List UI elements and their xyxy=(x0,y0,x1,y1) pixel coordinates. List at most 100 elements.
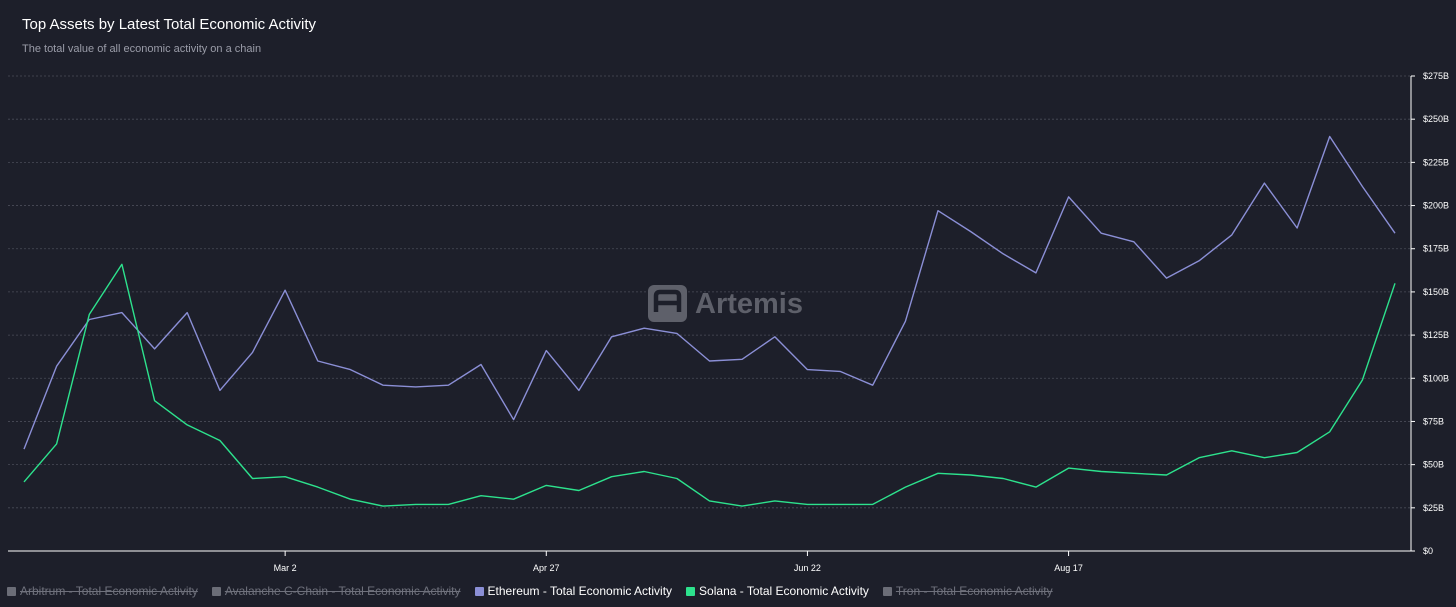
solana-data-point[interactable] xyxy=(1131,471,1136,476)
legend-label: Ethereum - Total Economic Activity xyxy=(487,584,673,598)
ethereum-data-point[interactable] xyxy=(707,359,712,364)
solana-data-point[interactable] xyxy=(119,262,124,267)
solana-data-point[interactable] xyxy=(805,502,810,507)
ethereum-data-point[interactable] xyxy=(22,447,27,452)
ethereum-data-point[interactable] xyxy=(642,326,647,331)
ethereum-data-point[interactable] xyxy=(479,362,484,367)
ethereum-data-point[interactable] xyxy=(1262,181,1267,186)
ethereum-data-point[interactable] xyxy=(740,357,745,362)
legend-swatch xyxy=(686,586,696,596)
solana-data-point[interactable] xyxy=(479,493,484,498)
ethereum-data-point[interactable] xyxy=(250,350,255,355)
solana-data-point[interactable] xyxy=(1033,485,1038,490)
solana-data-point[interactable] xyxy=(1327,429,1332,434)
solana-data-point[interactable] xyxy=(446,502,451,507)
ethereum-data-point[interactable] xyxy=(1327,134,1332,139)
solana-data-point[interactable] xyxy=(1295,450,1300,455)
solana-data-point[interactable] xyxy=(1197,455,1202,460)
ethereum-data-point[interactable] xyxy=(348,367,353,372)
solana-data-point[interactable] xyxy=(740,504,745,509)
legend-item[interactable]: Solana - Total Economic Activity xyxy=(686,584,869,598)
ethereum-data-point[interactable] xyxy=(1360,184,1365,189)
legend-label: Avalanche C-Chain - Total Economic Activ… xyxy=(224,584,461,598)
solana-data-point[interactable] xyxy=(1393,281,1398,286)
solana-series-line[interactable] xyxy=(23,263,1396,507)
solana-data-point[interactable] xyxy=(1066,466,1071,471)
solana-data-point[interactable] xyxy=(315,485,320,490)
ethereum-data-point[interactable] xyxy=(1033,270,1038,275)
x-tick-label: Mar 2 xyxy=(274,563,297,573)
ethereum-data-point[interactable] xyxy=(119,310,124,315)
solana-data-point[interactable] xyxy=(413,502,418,507)
legend-item[interactable]: Ethereum - Total Economic Activity xyxy=(474,584,673,598)
solana-data-point[interactable] xyxy=(511,497,516,502)
ethereum-data-point[interactable] xyxy=(544,348,549,353)
ethereum-data-point[interactable] xyxy=(54,364,59,369)
solana-data-point[interactable] xyxy=(544,483,549,488)
solana-data-point[interactable] xyxy=(185,422,190,427)
solana-data-point[interactable] xyxy=(1001,476,1006,481)
solana-data-point[interactable] xyxy=(217,438,222,443)
ethereum-data-point[interactable] xyxy=(1229,232,1234,237)
ethereum-data-point[interactable] xyxy=(1295,226,1300,231)
ethereum-data-point[interactable] xyxy=(838,369,843,374)
solana-data-point[interactable] xyxy=(838,502,843,507)
solana-data-point[interactable] xyxy=(576,488,581,493)
ethereum-data-point[interactable] xyxy=(674,331,679,336)
ethereum-data-point[interactable] xyxy=(413,384,418,389)
solana-data-point[interactable] xyxy=(1360,378,1365,383)
ethereum-data-point[interactable] xyxy=(1197,258,1202,263)
solana-data-point[interactable] xyxy=(1164,473,1169,478)
ethereum-data-point[interactable] xyxy=(511,417,516,422)
legend-item[interactable]: Arbitrum - Total Economic Activity xyxy=(7,584,198,598)
ethereum-data-point[interactable] xyxy=(968,229,973,234)
legend-swatch xyxy=(882,586,892,596)
solana-data-point[interactable] xyxy=(1099,469,1104,474)
solana-data-point[interactable] xyxy=(283,474,288,479)
legend-item[interactable]: Avalanche C-Chain - Total Economic Activ… xyxy=(211,584,461,598)
legend-item[interactable]: Tron - Total Economic Activity xyxy=(882,584,1053,598)
solana-data-point[interactable] xyxy=(642,469,647,474)
ethereum-data-point[interactable] xyxy=(152,346,157,351)
solana-data-point[interactable] xyxy=(707,498,712,503)
solana-data-point[interactable] xyxy=(22,479,27,484)
ethereum-data-point[interactable] xyxy=(1164,276,1169,281)
solana-data-point[interactable] xyxy=(772,498,777,503)
ethereum-data-point[interactable] xyxy=(315,359,320,364)
ethereum-data-point[interactable] xyxy=(1066,194,1071,199)
solana-data-point[interactable] xyxy=(903,485,908,490)
ethereum-data-point[interactable] xyxy=(772,334,777,339)
ethereum-data-point[interactable] xyxy=(217,388,222,393)
ethereum-data-point[interactable] xyxy=(870,383,875,388)
ethereum-data-point[interactable] xyxy=(576,388,581,393)
ethereum-data-point[interactable] xyxy=(1393,231,1398,236)
solana-data-point[interactable] xyxy=(674,476,679,481)
ethereum-data-point[interactable] xyxy=(609,334,614,339)
y-tick-label: $200B xyxy=(1423,201,1449,211)
ethereum-data-point[interactable] xyxy=(805,367,810,372)
ethereum-data-point[interactable] xyxy=(903,319,908,324)
ethereum-data-point[interactable] xyxy=(1099,231,1104,236)
ethereum-data-point[interactable] xyxy=(1001,251,1006,256)
solana-data-point[interactable] xyxy=(870,502,875,507)
ethereum-data-point[interactable] xyxy=(185,310,190,315)
ethereum-data-point[interactable] xyxy=(1131,239,1136,244)
ethereum-data-point[interactable] xyxy=(446,383,451,388)
solana-data-point[interactable] xyxy=(936,471,941,476)
solana-data-point[interactable] xyxy=(609,474,614,479)
ethereum-data-point[interactable] xyxy=(936,208,941,213)
solana-data-point[interactable] xyxy=(348,497,353,502)
ethereum-data-point[interactable] xyxy=(283,288,288,293)
solana-data-point[interactable] xyxy=(381,504,386,509)
artemis-logo-mark xyxy=(653,289,682,312)
solana-data-point[interactable] xyxy=(1262,455,1267,460)
solana-data-point[interactable] xyxy=(54,441,59,446)
solana-data-point[interactable] xyxy=(250,476,255,481)
solana-data-point[interactable] xyxy=(152,398,157,403)
solana-data-point[interactable] xyxy=(968,473,973,478)
ethereum-series-line[interactable] xyxy=(23,135,1396,450)
line-chart[interactable]: Artemis Mar 2 Apr 27 Jun 22 Aug 17 $0 $25B $5… xyxy=(0,0,1456,580)
ethereum-data-point[interactable] xyxy=(381,383,386,388)
solana-data-point[interactable] xyxy=(1229,448,1234,453)
solana-data-point[interactable] xyxy=(87,312,92,317)
